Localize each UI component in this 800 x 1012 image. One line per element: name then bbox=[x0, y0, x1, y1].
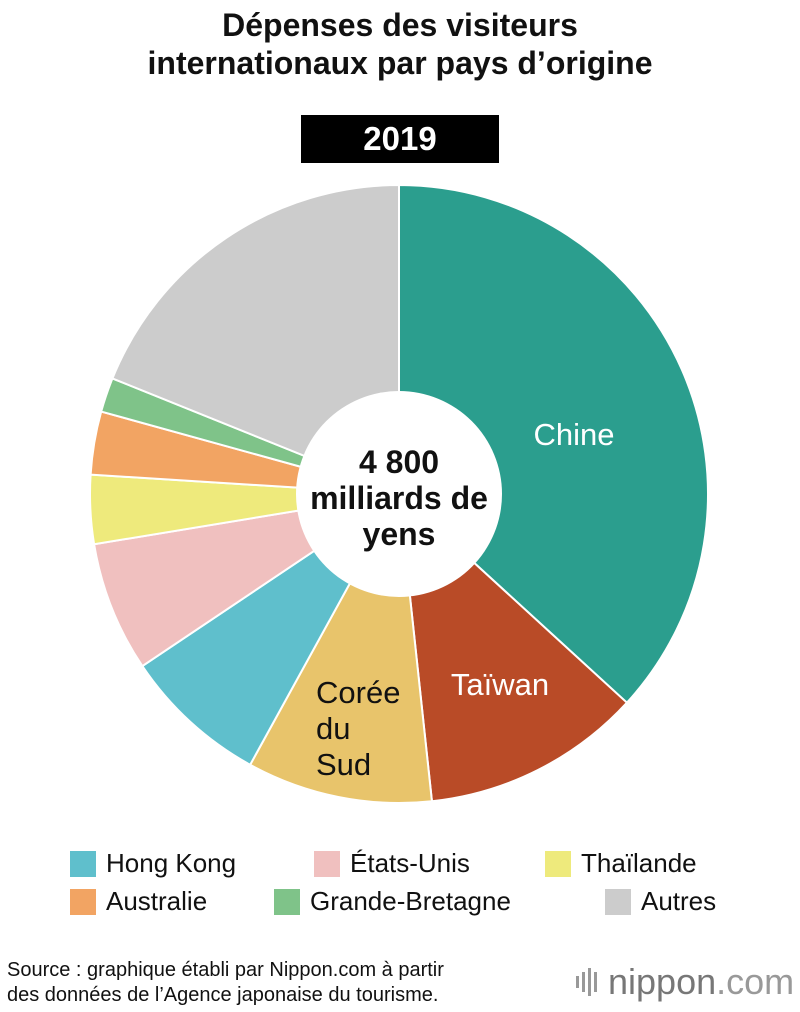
slice-label-chine: Chine bbox=[534, 417, 615, 452]
logo-text: nippon bbox=[608, 961, 717, 1002]
year-badge: 2019 bbox=[301, 115, 499, 163]
legend-swatch-thailande bbox=[545, 850, 571, 877]
legend-item-etats-unis: États-Unis bbox=[314, 848, 470, 879]
logo-bars-icon bbox=[576, 968, 600, 996]
source-note: Source : graphique établi par Nippon.com… bbox=[7, 958, 567, 1008]
center-total-label: 4 800 milliards de yens bbox=[310, 444, 488, 552]
legend-swatch-hong-kong bbox=[70, 850, 96, 877]
slice-chine bbox=[398, 183, 709, 705]
title-line-1: Dépenses des visiteurs bbox=[222, 7, 578, 43]
source-line-1: Source : graphique établi par Nippon.com… bbox=[7, 959, 444, 981]
source-line-2: des données de l’Agence japonaise du tou… bbox=[7, 984, 439, 1006]
legend-label-hong-kong: Hong Kong bbox=[106, 848, 237, 878]
legend-swatch-australie bbox=[70, 888, 96, 915]
legend-label-thailande: Thaïlande bbox=[581, 848, 697, 878]
legend-item-autres: Autres bbox=[605, 886, 716, 917]
legend-label-autres: Autres bbox=[641, 886, 717, 916]
legend-swatch-etats-unis bbox=[314, 850, 340, 877]
chart-title: Dépenses des visiteurs internationaux pa… bbox=[0, 6, 800, 82]
legend-item-grande-bretagne: Grande-Bretagne bbox=[274, 886, 511, 917]
legend-swatch-autres bbox=[605, 888, 631, 915]
legend-item-thailande: Thaïlande bbox=[545, 848, 697, 879]
slice-label-taiwan: Taïwan bbox=[451, 667, 549, 702]
slice-label-coree-du-sud: Corée du Sud bbox=[316, 675, 400, 782]
legend-label-etats-unis: États-Unis bbox=[350, 848, 470, 878]
legend-item-hong-kong: Hong Kong bbox=[70, 848, 236, 879]
title-line-2: internationaux par pays d’origine bbox=[147, 45, 653, 81]
donut-chart: Chine Taïwan Corée du Sud 4 800 milliards de ye… bbox=[89, 183, 709, 804]
logo-suffix: .com bbox=[716, 961, 795, 1002]
donut-hole bbox=[296, 391, 502, 597]
legend-label-grande-bretagne: Grande-Bretagne bbox=[310, 886, 511, 916]
slice-autres bbox=[111, 183, 400, 496]
legend-label-australie: Australie bbox=[106, 886, 208, 916]
legend-swatch-grande-bretagne bbox=[274, 888, 300, 915]
legend-item-australie: Australie bbox=[70, 886, 207, 917]
nippon-logo: nippon .com bbox=[576, 961, 795, 1002]
